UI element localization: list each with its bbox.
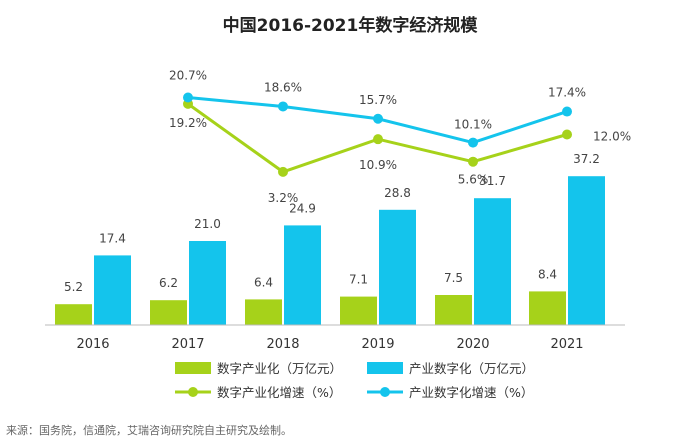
x-tick-2021: 2021 [550, 337, 583, 352]
bars-layer: 5.2 6.2 6.4 7.1 7.5 8.4 17.4 21.0 24.9 28.8 31.7 37… [55, 152, 605, 325]
line-value-label: 3.2% [268, 191, 299, 205]
line-value-label: 10.1% [454, 118, 492, 132]
bar-value-label: 8.4 [538, 267, 557, 281]
line-value-label: 15.7% [359, 93, 397, 107]
chart-title: 中国2016-2021年数字经济规模 [223, 15, 479, 36]
lines-layer: 19.2% 3.2% 10.9% 5.6% 12.0% 20.7% 18.6% 15.7% 10… [169, 69, 631, 205]
bar-digital-industrialization-2017 [150, 300, 187, 325]
line-value-label: 20.7% [169, 69, 207, 83]
legend-marker [188, 387, 198, 397]
legend-label: 产业数字化增速（%） [409, 385, 533, 400]
line-point-2019 [373, 134, 383, 145]
legend-label: 产业数字化（万亿元） [409, 361, 534, 376]
x-tick-labels: 2016 2017 2018 2019 2020 2021 [76, 337, 583, 352]
line-value-label: 10.9% [359, 158, 397, 172]
bar-value-label: 37.2 [573, 152, 600, 166]
line-point-2018 [278, 101, 288, 112]
line-point-2020 [468, 156, 478, 167]
bar-digital-industrialization-2019 [340, 296, 377, 325]
line-value-label: 5.6% [458, 173, 489, 187]
bar-value-label: 21.0 [194, 217, 221, 231]
legend-label: 数字产业化（万亿元） [217, 361, 342, 376]
bar-industrial-digitization-2017 [189, 241, 226, 325]
bar-digital-industrialization-2021 [529, 291, 566, 325]
x-tick-2017: 2017 [171, 337, 204, 352]
bar-digital-industrialization-2020 [435, 295, 472, 325]
bar-value-label: 7.5 [444, 271, 463, 285]
bar-digital-industrialization-2016 [55, 304, 92, 325]
line-point-2020 [468, 137, 478, 148]
x-tick-2019: 2019 [361, 337, 394, 352]
bar-value-label: 7.1 [349, 273, 368, 287]
bar-value-label: 28.8 [384, 186, 411, 200]
legend: 数字产业化（万亿元） 产业数字化（万亿元） 数字产业化增速（%） 产业数字化增速（%） [175, 361, 534, 400]
line-value-label: 12.0% [593, 130, 631, 144]
bar-industrial-digitization-2019 [379, 209, 416, 325]
bar-industrial-digitization-2020 [474, 198, 511, 325]
legend-label: 数字产业化增速（%） [217, 385, 341, 400]
bar-value-label: 17.4 [99, 231, 126, 245]
line-point-2017 [183, 92, 193, 103]
bar-value-label: 6.2 [159, 276, 178, 290]
x-tick-2018: 2018 [266, 337, 299, 352]
line-point-2019 [373, 113, 383, 124]
bar-value-label: 6.4 [254, 275, 273, 289]
bar-value-label: 31.7 [479, 174, 506, 188]
bar-digital-industrialization-2018 [245, 299, 282, 325]
source-note: 来源：国务院，信通院，艾瑞咨询研究院自主研究及绘制。 [6, 423, 292, 437]
legend-swatch [367, 362, 403, 374]
bar-value-label: 24.9 [289, 201, 316, 215]
x-tick-2020: 2020 [456, 337, 489, 352]
line-point-2018 [278, 166, 288, 177]
legend-swatch [175, 362, 211, 374]
bar-industrial-digitization-2016 [94, 255, 131, 325]
bar-industrial-digitization-2021 [568, 176, 605, 325]
legend-marker [380, 387, 390, 397]
bar-value-label: 5.2 [64, 280, 83, 294]
x-tick-2016: 2016 [76, 337, 109, 352]
line-value-label: 19.2% [169, 116, 207, 130]
line-value-label: 17.4% [548, 86, 586, 100]
line-point-2021 [562, 106, 572, 117]
line-point-2021 [562, 129, 572, 140]
bar-industrial-digitization-2018 [284, 225, 321, 325]
line-value-label: 18.6% [264, 80, 302, 94]
